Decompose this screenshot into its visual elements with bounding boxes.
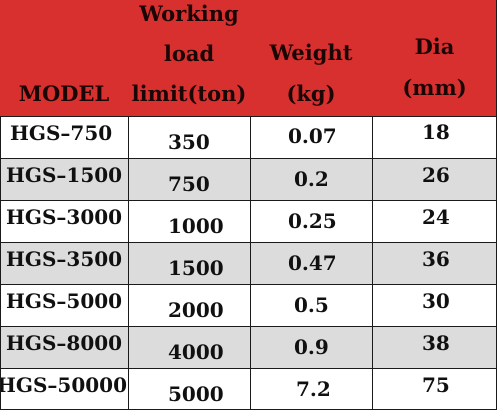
model-cell: HGS–5000 bbox=[6, 289, 123, 313]
dia-cell: 26 bbox=[422, 163, 450, 187]
header-dia: Dia (mm) bbox=[372, 26, 497, 108]
load-cell: 1000 bbox=[168, 214, 224, 238]
grid-line bbox=[0, 116, 1, 410]
weight-cell: 0.2 bbox=[294, 167, 329, 191]
weight-cell: 0.5 bbox=[294, 293, 329, 317]
model-cell: HGS–3500 bbox=[6, 247, 123, 271]
header-working-load-line-3: limit(ton) bbox=[131, 81, 247, 106]
model-cell: HGS–750 bbox=[10, 121, 113, 145]
table-header: MODEL Working load limit(ton) Weight (kg… bbox=[0, 0, 497, 116]
grid-line bbox=[128, 116, 129, 410]
grid-line bbox=[0, 284, 497, 285]
model-cell: HGS–8000 bbox=[6, 331, 123, 355]
grid-line bbox=[0, 116, 497, 117]
header-dia-line-2: (mm) bbox=[402, 75, 467, 100]
header-weight-line-2: (kg) bbox=[286, 81, 336, 106]
load-cell: 350 bbox=[168, 130, 210, 154]
dia-cell: 75 bbox=[422, 373, 450, 397]
dia-cell: 18 bbox=[422, 120, 450, 144]
table-row: HGS–8000 4000 0.9 38 bbox=[0, 326, 497, 368]
weight-cell: 0.9 bbox=[294, 335, 329, 359]
grid-line bbox=[0, 200, 497, 201]
table-row: HGS–1500 750 0.2 26 bbox=[0, 158, 497, 200]
table-row: HGS–750 350 0.07 18 bbox=[0, 116, 497, 158]
weight-cell: 0.47 bbox=[288, 251, 337, 275]
grid-line bbox=[496, 0, 497, 410]
header-dia-line-1: Dia bbox=[414, 34, 455, 59]
header-working-load-line-1: Working bbox=[139, 1, 239, 26]
weight-cell: 7.2 bbox=[296, 377, 331, 401]
table-row: HGS–50000 5000 7.2 75 bbox=[0, 368, 497, 410]
grid-line bbox=[0, 326, 497, 327]
grid-line bbox=[0, 158, 497, 159]
load-cell: 750 bbox=[168, 172, 210, 196]
model-cell: HGS–3000 bbox=[6, 205, 123, 229]
dia-cell: 38 bbox=[422, 331, 450, 355]
header-weight: Weight (kg) bbox=[250, 32, 372, 114]
header-weight-line-1: Weight bbox=[269, 40, 353, 65]
load-cell: 2000 bbox=[168, 298, 224, 322]
dia-cell: 24 bbox=[422, 205, 450, 229]
model-cell: HGS–1500 bbox=[6, 163, 123, 187]
grid-line bbox=[250, 116, 251, 410]
grid-line bbox=[0, 242, 497, 243]
load-cell: 1500 bbox=[168, 256, 224, 280]
grid-line bbox=[372, 116, 373, 410]
load-cell: 5000 bbox=[168, 382, 224, 406]
header-model: MODEL bbox=[18, 81, 110, 106]
header-working-load-line-2: load bbox=[163, 41, 215, 66]
model-cell: HGS–50000 bbox=[0, 373, 127, 397]
dia-cell: 30 bbox=[422, 289, 450, 313]
weight-cell: 0.25 bbox=[288, 209, 337, 233]
grid-line bbox=[0, 368, 497, 369]
table-row: HGS–5000 2000 0.5 30 bbox=[0, 284, 497, 326]
table-row: HGS–3500 1500 0.47 36 bbox=[0, 242, 497, 284]
weight-cell: 0.07 bbox=[288, 124, 337, 148]
table-row: HGS–3000 1000 0.25 24 bbox=[0, 200, 497, 242]
load-cell: 4000 bbox=[168, 340, 224, 364]
header-working-load: Working load limit(ton) bbox=[128, 0, 250, 114]
dia-cell: 36 bbox=[422, 247, 450, 271]
